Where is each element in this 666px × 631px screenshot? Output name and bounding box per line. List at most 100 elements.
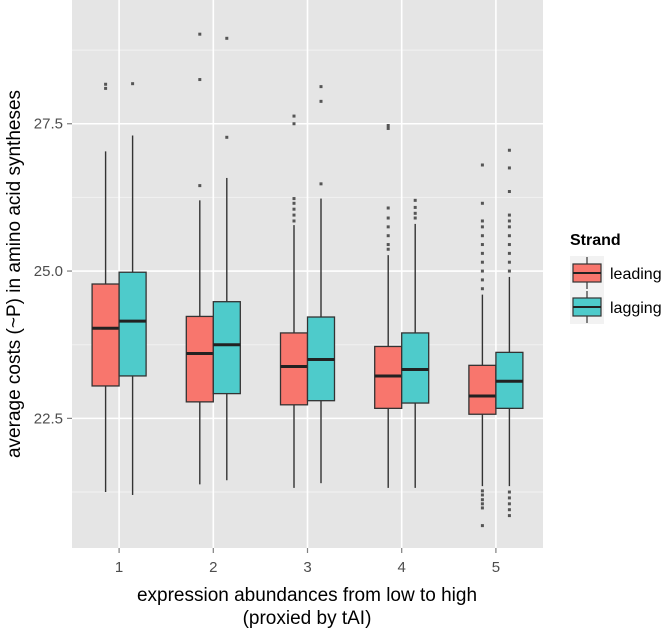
outlier-point [507, 502, 511, 506]
x-tick-label: 1 [115, 559, 123, 576]
box-body [185, 315, 214, 403]
outlier-point [198, 184, 202, 188]
y-tick-label: 27.5 [34, 116, 63, 133]
box-body [118, 271, 147, 377]
y-axis-title: average costs (~P) in amino acid synthes… [4, 90, 25, 458]
outlier-point [480, 243, 484, 247]
box-body [468, 364, 497, 415]
y-tick-label: 22.5 [34, 410, 63, 427]
outlier-point [386, 243, 390, 247]
outlier-point [480, 506, 484, 510]
outlier-point [507, 166, 511, 170]
outlier-point [292, 213, 296, 217]
x-tick-label: 3 [303, 559, 311, 576]
outlier-point [104, 82, 108, 86]
outlier-point [292, 122, 296, 126]
outlier-point [131, 82, 135, 86]
box-leading-4 [374, 124, 403, 488]
outlier-point [507, 213, 511, 217]
outlier-point [319, 99, 323, 103]
box-leading-5 [468, 163, 497, 528]
outlier-point [507, 234, 511, 238]
outlier-point [507, 243, 511, 247]
outlier-point [413, 205, 417, 209]
outlier-point [480, 269, 484, 273]
box-lagging-2 [212, 36, 241, 481]
box-leading-3 [279, 114, 309, 488]
outlier-point [386, 124, 390, 128]
y-axis-ticks: 22.5 25.0 27.5 [34, 116, 72, 427]
outlier-point [480, 489, 484, 493]
outlier-point [292, 219, 296, 223]
box-lagging-5 [495, 148, 524, 518]
outlier-point [386, 216, 390, 220]
box-leading-1 [91, 82, 120, 493]
legend-label: lagging [610, 300, 662, 317]
outlier-point [480, 502, 484, 506]
box-lagging-1 [118, 82, 147, 495]
outlier-point [507, 260, 511, 264]
outlier-point [292, 207, 296, 211]
outlier-point [480, 498, 484, 502]
x-axis-title-line1: expression abundances from low to high [137, 585, 477, 606]
outlier-point [507, 490, 511, 494]
outlier-point [292, 201, 296, 205]
outlier-point [480, 278, 484, 282]
outlier-point [507, 219, 511, 223]
outlier-point [386, 225, 390, 229]
box-body [212, 301, 241, 395]
outlier-point [507, 269, 511, 273]
outlier-point [480, 163, 484, 167]
outlier-point [507, 496, 511, 500]
outlier-point [480, 251, 484, 255]
x-tick-label: 4 [398, 559, 406, 576]
box-lagging-4 [401, 198, 430, 488]
outlier-point [480, 287, 484, 291]
legend-item-lagging: lagging [570, 290, 662, 324]
outlier-point [507, 190, 511, 194]
outlier-point [292, 197, 296, 201]
outlier-point [413, 198, 417, 202]
box-leading-2 [185, 32, 214, 485]
outlier-point [480, 225, 484, 229]
legend: Strand leading lagging [570, 232, 662, 324]
outlier-point [225, 135, 229, 139]
legend-label: leading [610, 266, 662, 283]
outlier-point [507, 148, 511, 152]
outlier-point [413, 211, 417, 215]
outlier-point [480, 234, 484, 238]
box-body [91, 283, 120, 387]
legend-title: Strand [570, 232, 621, 249]
x-axis-ticks: 1 2 3 4 5 [115, 548, 500, 576]
outlier-point [507, 514, 511, 518]
outlier-point [292, 114, 296, 118]
outlier-point [104, 86, 108, 90]
box-body [279, 332, 309, 406]
outlier-point [480, 201, 484, 205]
outlier-point [198, 78, 202, 82]
legend-item-leading: leading [570, 256, 662, 290]
outlier-point [480, 493, 484, 497]
outlier-point [198, 32, 202, 36]
outlier-point [480, 524, 484, 528]
outlier-point [507, 508, 511, 512]
outlier-point [386, 206, 390, 210]
y-tick-label: 25.0 [34, 263, 63, 280]
box-series [91, 32, 524, 528]
outlier-point [386, 247, 390, 251]
outlier-point [507, 225, 511, 229]
outlier-point [480, 260, 484, 264]
outlier-point [507, 251, 511, 255]
x-tick-label: 5 [492, 559, 500, 576]
box-lagging-3 [306, 85, 336, 484]
outlier-point [386, 126, 390, 130]
outlier-point [319, 182, 323, 186]
outlier-point [225, 36, 229, 40]
x-tick-label: 2 [209, 559, 217, 576]
outlier-point [413, 216, 417, 220]
x-axis-title-line2: (proxied by tAI) [243, 608, 372, 629]
outlier-point [386, 234, 390, 238]
outlier-point [480, 219, 484, 223]
outlier-point [319, 85, 323, 89]
